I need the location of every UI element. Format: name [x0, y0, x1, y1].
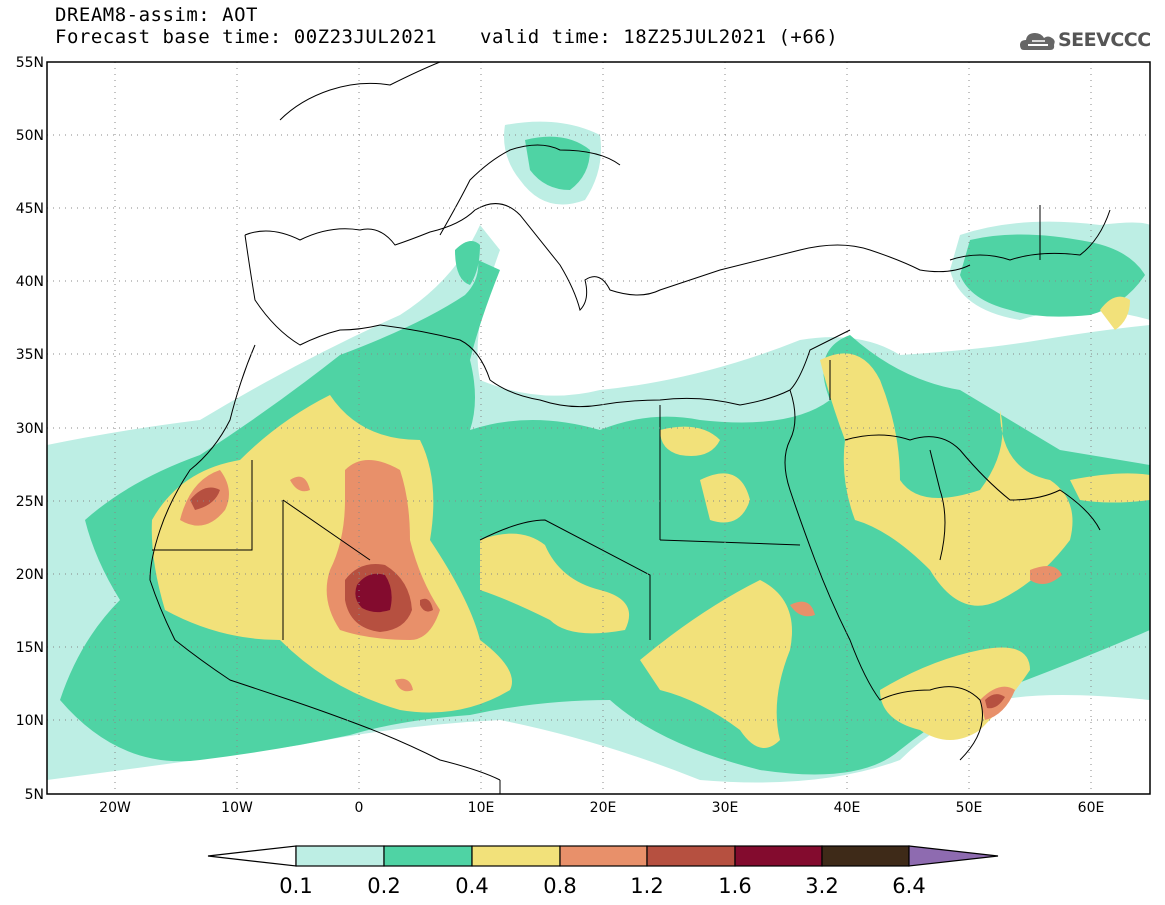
longitude-labels: 20W 10W 0 10E 20E 30E 40E 50E 60E [99, 800, 1104, 816]
colorbar-high-arrow [908, 845, 999, 867]
lat-label: 10N [16, 713, 44, 729]
lat-label: 25N [16, 494, 44, 510]
colorbar [207, 845, 999, 867]
colorbar-swatch [471, 845, 561, 867]
lon-label: 10E [468, 800, 495, 816]
cloud-icon [1020, 33, 1055, 50]
lat-label: 20N [16, 567, 44, 583]
lon-label: 30E [712, 800, 739, 816]
colorbar-label: 6.4 [892, 874, 925, 898]
lon-label: 20E [590, 800, 617, 816]
forecast-base-time: Forecast base time: 00Z23JUL2021 [55, 26, 438, 48]
coastlines-borders [149, 62, 1111, 794]
map-title: DREAM8-assim: AOT [55, 4, 258, 26]
colorbar-swatch [646, 845, 736, 867]
colorbar-label: 1.6 [718, 874, 751, 898]
colorbar-swatch [295, 845, 385, 867]
logo-text: SEEVCCC [1058, 29, 1151, 51]
lon-label: 0 [355, 800, 364, 816]
aot-level-1.6 [355, 573, 392, 613]
colorbar-swatch [559, 845, 648, 867]
lon-label: 60E [1078, 800, 1105, 816]
graticule [47, 62, 1150, 794]
colorbar-swatch [821, 845, 910, 867]
colorbar-swatch [383, 845, 473, 867]
colorbar-label: 0.4 [455, 874, 488, 898]
forecast-times: Forecast base time: 00Z23JUL2021 valid ti… [55, 26, 838, 48]
lat-label: 40N [16, 274, 44, 290]
lat-label: 55N [16, 55, 44, 71]
lat-label: 15N [16, 640, 44, 656]
colorbar-low-arrow [207, 845, 297, 867]
lat-label: 45N [16, 201, 44, 217]
lon-label: 50E [956, 800, 983, 816]
aot-field [47, 121, 1150, 783]
colorbar-label: 3.2 [805, 874, 838, 898]
colorbar-labels: 0.1 0.2 0.4 0.8 1.2 1.6 3.2 6.4 [279, 874, 925, 898]
latitude-labels: 55N 50N 45N 40N 35N 30N 25N 20N 15N 10N … [16, 55, 44, 803]
colorbar-label: 0.1 [279, 874, 312, 898]
colorbar-label: 1.2 [630, 874, 663, 898]
colorbar-label: 0.2 [367, 874, 400, 898]
lat-label: 5N [25, 787, 44, 803]
lat-label: 50N [16, 128, 44, 144]
colorbar-swatch [734, 845, 823, 867]
lon-label: 10W [221, 800, 253, 816]
lon-label: 20W [99, 800, 131, 816]
lat-label: 35N [16, 347, 44, 363]
map-frame [46, 61, 1151, 795]
valid-time: valid time: 18Z25JUL2021 (+66) [480, 26, 839, 48]
colorbar-label: 0.8 [543, 874, 576, 898]
lon-label: 40E [834, 800, 861, 816]
lat-label: 30N [16, 421, 44, 437]
